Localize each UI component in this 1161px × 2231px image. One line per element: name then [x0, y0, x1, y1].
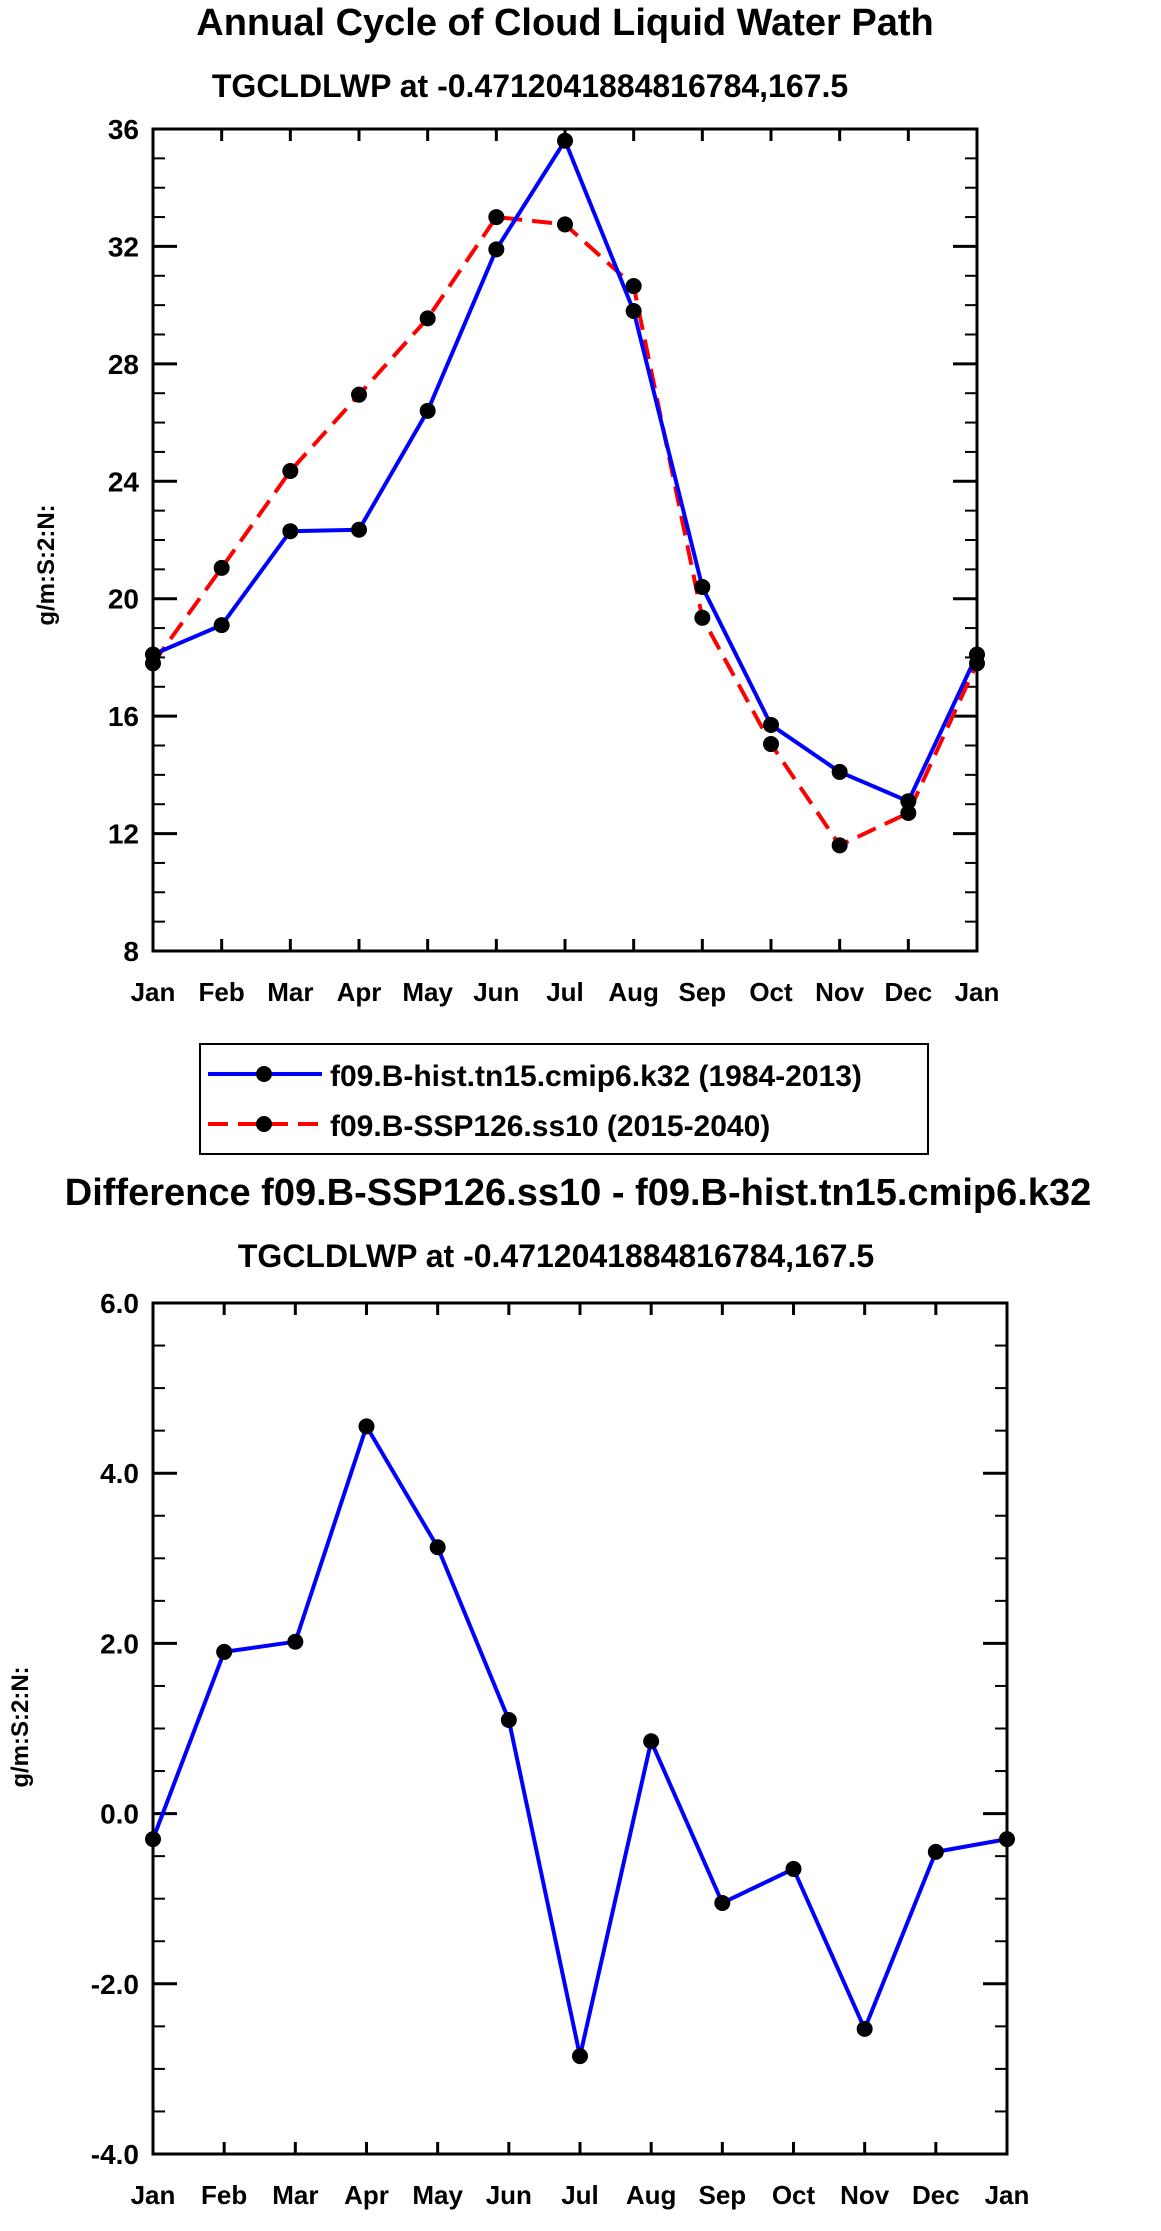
data-point [714, 1894, 731, 1911]
x-tick-label: Jan [131, 977, 176, 1007]
y-tick-label: 36 [108, 114, 139, 145]
x-tick-label: Sep [678, 977, 726, 1007]
data-point [213, 559, 230, 576]
data-point [419, 310, 436, 327]
chart1-plot: Jan Feb Mar Apr May Jun Jul Aug Sep Oct Nov Dec Jan 8… [108, 114, 1000, 1007]
chart1-title: Annual Cycle of Cloud Liquid Water Path [196, 2, 934, 44]
x-tick-label: Dec [912, 2180, 960, 2210]
x-tick-label: Mar [272, 2180, 318, 2210]
data-point [488, 209, 505, 226]
data-point [282, 523, 299, 540]
data-point [351, 386, 367, 403]
y-tick-label: -4.0 [91, 2139, 139, 2170]
data-point [831, 763, 848, 780]
x-tick-label: Feb [199, 977, 245, 1007]
data-point [213, 617, 230, 634]
x-tick-label: May [412, 2180, 463, 2210]
x-tick-label: Oct [749, 977, 793, 1007]
x-tick-label: Jan [955, 977, 1000, 1007]
data-point [900, 805, 917, 822]
y-tick-label: -2.0 [91, 1969, 139, 2000]
data-point [419, 402, 436, 419]
chart2-subtitle: TGCLDLWP at -0.4712041884816784,167.5 [238, 1238, 874, 1274]
legend-label-ssp: f09.B-SSP126.ss10 (2015-2040) [330, 1110, 770, 1143]
chart2-title: Difference f09.B-SSP126.ss10 - f09.B-his… [65, 1172, 1091, 1214]
data-point [500, 1711, 517, 1728]
data-point [694, 578, 711, 595]
x-tick-label: Sep [698, 2180, 746, 2210]
data-point [643, 1733, 660, 1750]
data-point [969, 655, 985, 672]
legend-label-hist: f09.B-hist.tn15.cmip6.k32 (1984-2013) [330, 1060, 862, 1093]
data-point [282, 463, 299, 480]
x-tick-label: Nov [815, 977, 865, 1007]
x-tick-label: Oct [772, 2180, 816, 2210]
data-point [358, 1418, 375, 1435]
series-line [152, 138, 979, 804]
legend-box [199, 1043, 929, 1155]
data-point [927, 1843, 944, 1860]
chart2-plot: Jan Feb Mar Apr May Jun Jul Aug Sep Oct Nov Dec Jan -… [91, 1288, 1030, 2210]
x-tick-label: Jun [473, 977, 519, 1007]
data-point [625, 278, 642, 295]
data-point [856, 2020, 873, 2037]
data-point [831, 837, 848, 854]
data-point [694, 609, 711, 626]
x-tick-label: Jul [546, 977, 584, 1007]
data-point [488, 241, 505, 258]
chart2-ylabel: g/m:S:2:N: [7, 1666, 34, 1787]
data-point [999, 1831, 1015, 1848]
x-tick-label: Mar [267, 977, 313, 1007]
legend-marker-ssp [256, 1116, 272, 1132]
chart1-ylabel: g/m:S:2:N: [33, 504, 60, 625]
y-tick-label: 24 [108, 466, 140, 497]
y-tick-label: 2.0 [100, 1628, 139, 1659]
legend-marker-hist [256, 1066, 272, 1082]
y-tick-label: 32 [108, 231, 139, 262]
data-point [145, 655, 161, 672]
data-point [216, 1643, 233, 1660]
data-point [625, 303, 642, 320]
x-tick-label: Aug [608, 977, 659, 1007]
y-tick-label: 4.0 [100, 1458, 139, 1489]
data-point [572, 2048, 588, 2065]
data-point [287, 1633, 304, 1650]
x-tick-label: Jan [131, 2180, 176, 2210]
series-line [151, 1424, 1008, 2059]
data-point [351, 521, 367, 538]
series-line [151, 215, 979, 848]
x-tick-label: Nov [840, 2180, 890, 2210]
y-tick-label: 8 [123, 936, 139, 967]
plot-frame [151, 1301, 1009, 2156]
x-tick-label: Dec [884, 977, 932, 1007]
x-tick-label: Apr [344, 2180, 389, 2210]
x-tick-label: May [402, 977, 453, 1007]
y-tick-label: 12 [108, 819, 139, 850]
y-tick-label: 6.0 [100, 1288, 139, 1319]
x-tick-label: Jun [486, 2180, 532, 2210]
data-point [763, 716, 779, 733]
y-tick-label: 0.0 [100, 1799, 139, 1830]
data-point [429, 1539, 446, 1556]
y-tick-label: 16 [108, 701, 139, 732]
x-tick-label: Jan [985, 2180, 1030, 2210]
y-tick-label: 28 [108, 349, 139, 380]
y-tick-label: 20 [108, 584, 139, 615]
data-point [785, 1860, 802, 1877]
x-tick-label: Jul [561, 2180, 599, 2210]
data-point [557, 216, 573, 233]
data-point [145, 1831, 161, 1848]
chart1-subtitle: TGCLDLWP at -0.4712041884816784,167.5 [212, 68, 848, 104]
chart1-legend: f09.B-hist.tn15.cmip6.k32 (1984-2013) f0… [199, 1043, 929, 1155]
data-point [557, 132, 573, 149]
x-tick-label: Apr [337, 977, 382, 1007]
x-tick-label: Feb [201, 2180, 247, 2210]
plot-frame [151, 127, 979, 953]
data-point [763, 736, 779, 753]
data-point [900, 793, 917, 810]
x-tick-label: Aug [626, 2180, 677, 2210]
